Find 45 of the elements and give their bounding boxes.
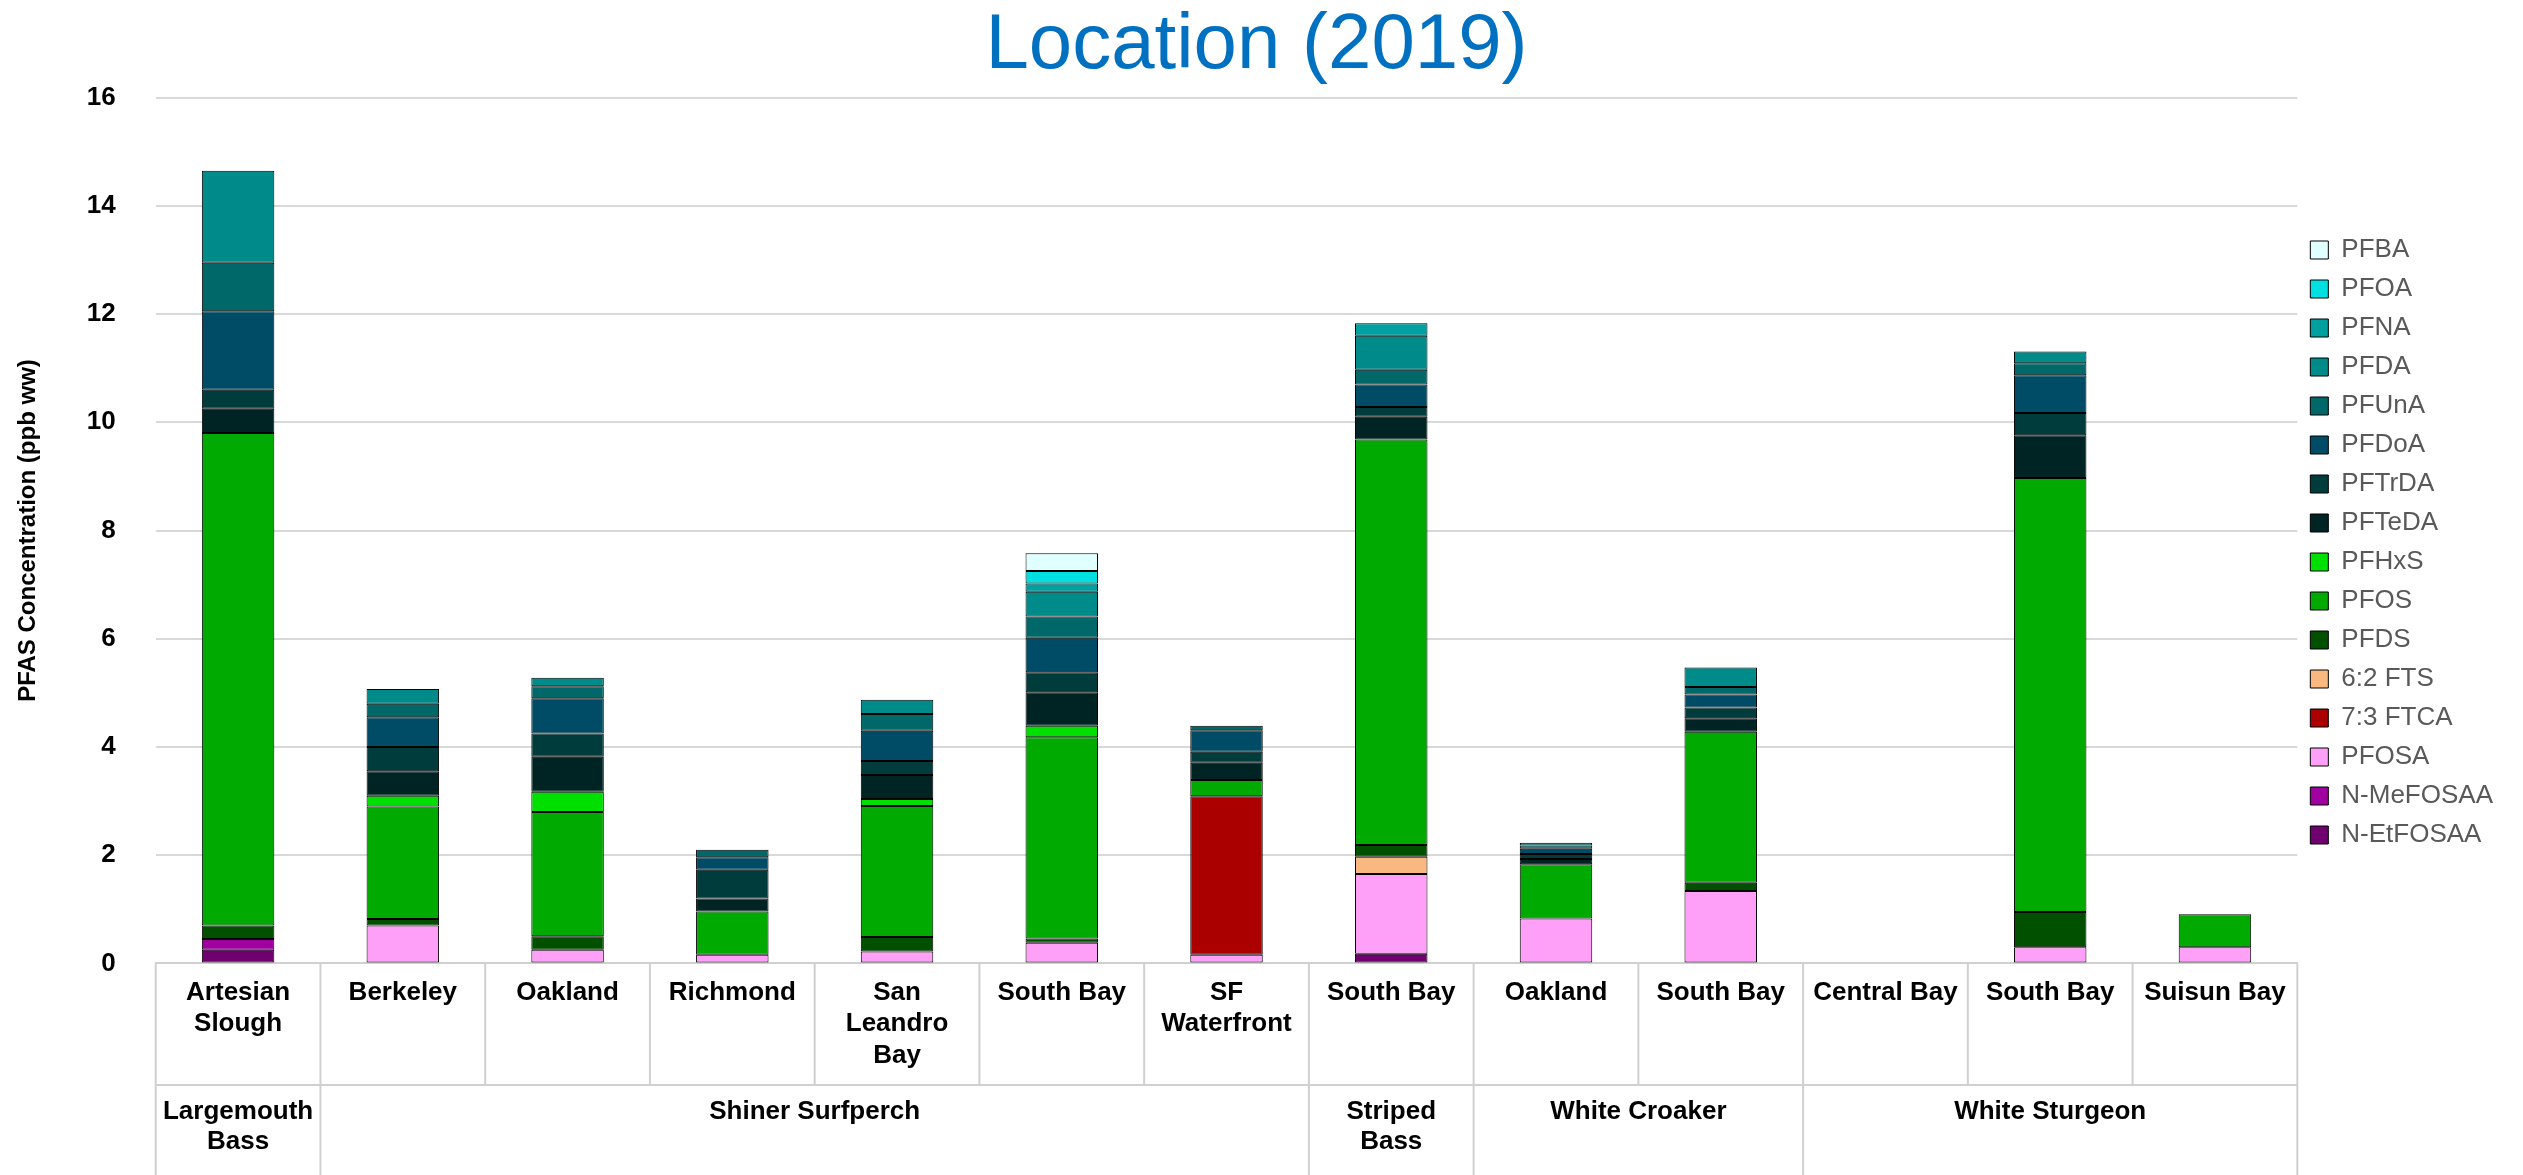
y-tick-label: 6 bbox=[101, 621, 116, 652]
legend-label: PFDoA bbox=[2341, 428, 2426, 459]
x-tick-label: Berkeley bbox=[348, 976, 458, 1007]
x-tick-label: Oakland bbox=[516, 976, 619, 1007]
x-tick-label: SF Waterfront bbox=[1161, 976, 1293, 1038]
y-tick-label: 16 bbox=[86, 80, 116, 111]
x-tick-label: South Bay bbox=[997, 976, 1127, 1007]
x-tick-label: Oakland bbox=[1504, 976, 1608, 1007]
x-tick-label: South Bay bbox=[1326, 976, 1457, 1007]
x-tick-label: San Leandro Bay bbox=[845, 976, 949, 1069]
legend-label: 6:2 FTS bbox=[2341, 662, 2434, 693]
legend-label: PFTrDA bbox=[2341, 467, 2435, 498]
x-tick-label: South Bay bbox=[1656, 976, 1786, 1007]
y-tick-label: 8 bbox=[101, 513, 116, 544]
x-tick-label: Suisun Bay bbox=[2144, 976, 2287, 1007]
text: Largemouth Bass bbox=[162, 1095, 314, 1156]
legend-label: PFBA bbox=[2341, 233, 2410, 264]
y-tick-label: 2 bbox=[101, 838, 116, 869]
legend-label: PFOA bbox=[2341, 272, 2413, 303]
x-tick-label: Central Bay bbox=[1813, 976, 1959, 1007]
chart-title: Location (2019) bbox=[985, 0, 1528, 86]
legend-label: N-MeFOSAA bbox=[2341, 779, 2494, 810]
legend-label: PFOSA bbox=[2341, 740, 2431, 771]
y-axis-title: PFAS Concentration (ppb ww) bbox=[13, 359, 41, 702]
x-tick-label: South Bay bbox=[1985, 976, 2116, 1007]
legend-label: N-EtFOSAA bbox=[2341, 818, 2483, 849]
x-tick-label: Artesian Slough bbox=[186, 976, 291, 1038]
legend-label: PFDS bbox=[2341, 623, 2411, 654]
text: White Sturgeon bbox=[1954, 1095, 2147, 1126]
x-tick-label: Richmond bbox=[668, 976, 796, 1007]
y-tick-label: 4 bbox=[101, 730, 117, 761]
legend-label: PFNA bbox=[2341, 311, 2412, 342]
legend-label: PFUnA bbox=[2341, 389, 2426, 420]
text: Striped Bass bbox=[1346, 1095, 1437, 1156]
legend-label: PFOS bbox=[2341, 584, 2413, 615]
text: White Croaker bbox=[1550, 1095, 1727, 1126]
text: Shiner Surfperch bbox=[709, 1095, 921, 1126]
legend-label: 7:3 FTCA bbox=[2341, 701, 2454, 732]
y-tick-label: 10 bbox=[86, 405, 116, 436]
legend-label: PFHxS bbox=[2341, 545, 2424, 576]
legend-label: PFDA bbox=[2341, 350, 2412, 381]
y-tick-label: 0 bbox=[101, 946, 116, 977]
y-tick-label: 14 bbox=[86, 189, 117, 219]
legend-label: PFTeDA bbox=[2341, 506, 2439, 537]
y-tick-label: 12 bbox=[86, 297, 116, 328]
